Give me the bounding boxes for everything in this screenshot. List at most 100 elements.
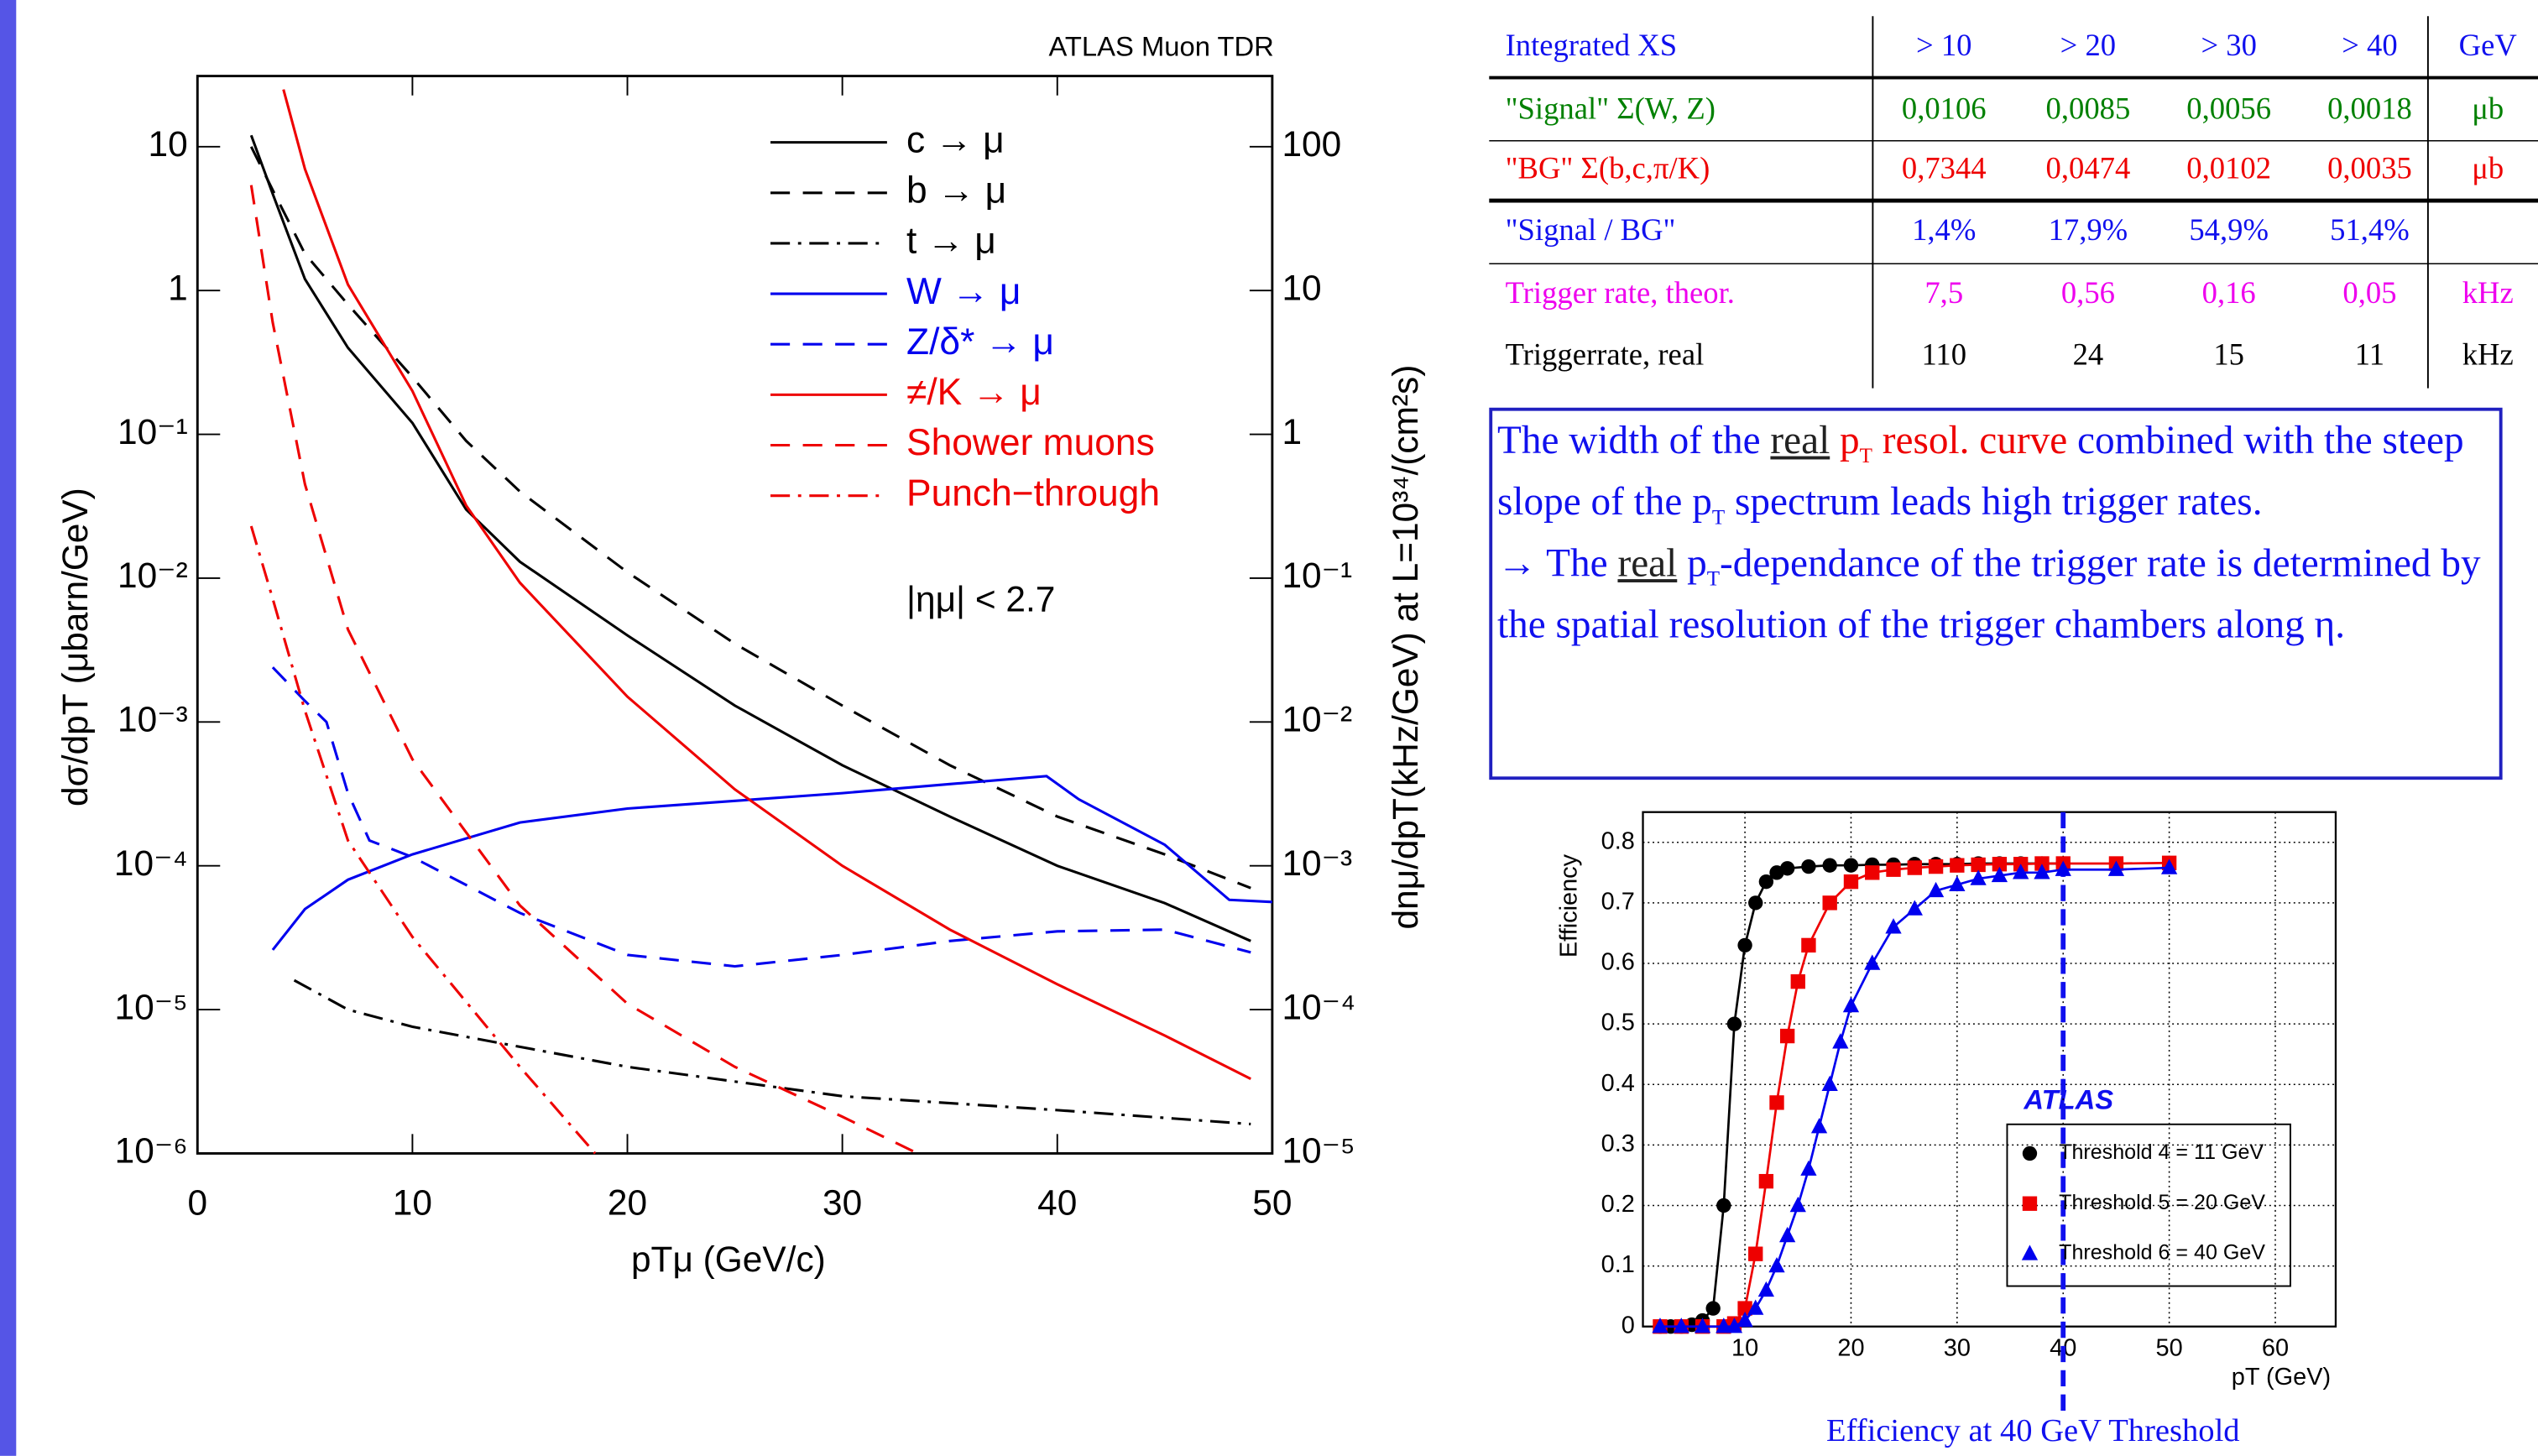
marker — [1950, 858, 1965, 873]
marker — [1716, 1198, 1731, 1213]
legend-swatch — [2022, 1145, 2038, 1161]
legend-label: c → μ — [906, 119, 1005, 160]
series-line — [282, 89, 1251, 1080]
legend-swatch — [2021, 1245, 2039, 1260]
marker — [1821, 1075, 1838, 1091]
y2-tick-label: 10⁻² — [1282, 700, 1352, 739]
x-tick-label: 30 — [1944, 1334, 1971, 1361]
marker — [1886, 862, 1901, 877]
table-cell: 0,0056 — [2186, 91, 2271, 125]
text: T — [1706, 566, 1721, 591]
marker — [1801, 937, 1816, 953]
marker — [1779, 861, 1795, 876]
paragraph: The width of the real pT resol. curve co… — [1497, 411, 2494, 535]
legend-label: b → μ — [906, 170, 1006, 211]
y-axis-label: Efficiency — [1555, 853, 1582, 958]
marker — [1726, 1318, 1743, 1333]
marker — [1778, 1226, 1796, 1243]
y-tick-label: 10 — [149, 124, 188, 164]
text: -dependance of the trigger rate is deter… — [1496, 541, 2481, 648]
legend-label: Punch−through — [906, 472, 1160, 514]
text: T — [1859, 442, 1872, 467]
marker — [1843, 858, 1859, 873]
y2-tick-label: 10⁻³ — [1282, 843, 1352, 883]
x-axis-label: pT (GeV) — [2232, 1364, 2331, 1391]
table-cell: 24 — [2073, 337, 2104, 371]
table-cell: GeV — [2459, 28, 2518, 62]
series-line — [249, 146, 1251, 890]
table-cell: > 20 — [2060, 28, 2116, 62]
x-tick-label: 20 — [608, 1182, 647, 1222]
series-line — [271, 666, 1251, 968]
table-cell: 1,4% — [1912, 212, 1976, 247]
series-line — [249, 134, 1251, 942]
table-cell: 0,56 — [2061, 275, 2115, 310]
marker — [1779, 1028, 1795, 1044]
table-cell: > 40 — [2342, 28, 2397, 62]
y-tick-label: 0.4 — [1601, 1070, 1635, 1097]
legend-label: t → μ — [906, 221, 996, 262]
marker — [2013, 864, 2029, 879]
x-tick-label: 40 — [1037, 1182, 1077, 1222]
text: real — [1770, 419, 1830, 463]
text-box: The width of the real pT resol. curve co… — [1489, 407, 2503, 780]
table-cell: 17,9% — [2049, 212, 2128, 247]
marker — [1673, 1318, 1689, 1333]
y2-tick-label: 10⁻⁴ — [1282, 987, 1355, 1026]
marker — [1652, 1318, 1668, 1333]
table-cell: 54,9% — [2189, 212, 2269, 247]
marker — [1726, 1016, 1742, 1031]
series-line — [249, 525, 597, 1155]
legend-label: Threshold 5 = 20 GeV — [2059, 1191, 2265, 1214]
y-tick-label: 10⁻¹ — [118, 412, 188, 451]
y-tick-label: 0.2 — [1601, 1191, 1635, 1218]
y-tick-label: 10⁻⁴ — [114, 843, 188, 883]
side-bar — [0, 0, 17, 1456]
table-cell: kHz — [2462, 337, 2514, 371]
marker — [1758, 874, 1774, 890]
marker — [1789, 1196, 1806, 1213]
y-tick-label: 0.3 — [1601, 1130, 1635, 1157]
marker — [2034, 864, 2050, 879]
y-tick-label: 1 — [168, 268, 188, 307]
legend-label: W → μ — [906, 271, 1021, 312]
y-tick-label: 10⁻⁵ — [115, 987, 188, 1026]
plot-frame — [196, 75, 1274, 1155]
marker — [1971, 857, 1986, 873]
marker — [1906, 900, 1923, 916]
y2-tick-label: 1 — [1282, 412, 1302, 451]
marker — [1907, 860, 1922, 875]
table-cell: kHz — [2462, 275, 2514, 310]
marker — [1949, 875, 1966, 891]
marker — [1864, 954, 1881, 970]
marker — [2107, 860, 2125, 876]
y-tick-label: 10⁻⁶ — [115, 1131, 188, 1171]
marker — [1800, 1160, 1817, 1176]
x-tick-label: 50 — [2156, 1334, 2183, 1361]
marker — [1736, 1311, 1753, 1328]
text: combined with the steep slope of the p — [1496, 419, 2464, 524]
table-cell: 15 — [2213, 337, 2244, 371]
table-cell: 0,7344 — [1902, 151, 1987, 185]
y-tick-label: 10⁻² — [118, 556, 188, 595]
table-cell: 11 — [2355, 337, 2384, 371]
marker — [1801, 858, 1816, 874]
chart-title: ATLAS Muon TDR — [1048, 30, 1273, 61]
x-tick-label: 50 — [1252, 1182, 1292, 1222]
y2-tick-label: 10⁻⁵ — [1282, 1131, 1355, 1171]
marker — [1768, 1256, 1785, 1273]
table-cell: "Signal / BG" — [1506, 212, 1676, 247]
series-line — [249, 185, 918, 1155]
table-cell: "BG" Σ(b,c,π/K) — [1506, 151, 1710, 185]
table-cell: 0,0102 — [2186, 151, 2271, 185]
text: p — [1677, 541, 1707, 586]
marker — [1747, 1299, 1764, 1315]
table-cell: Integrated XS — [1506, 28, 1677, 62]
table-cell: 0,0018 — [2327, 91, 2412, 125]
y-tick-label: 10⁻³ — [118, 700, 188, 739]
marker — [1748, 895, 1763, 911]
marker — [1832, 1033, 1849, 1049]
marker — [1757, 1281, 1775, 1297]
series-line — [293, 978, 1251, 1126]
legend-label: Threshold 4 = 11 GeV — [2059, 1140, 2264, 1164]
